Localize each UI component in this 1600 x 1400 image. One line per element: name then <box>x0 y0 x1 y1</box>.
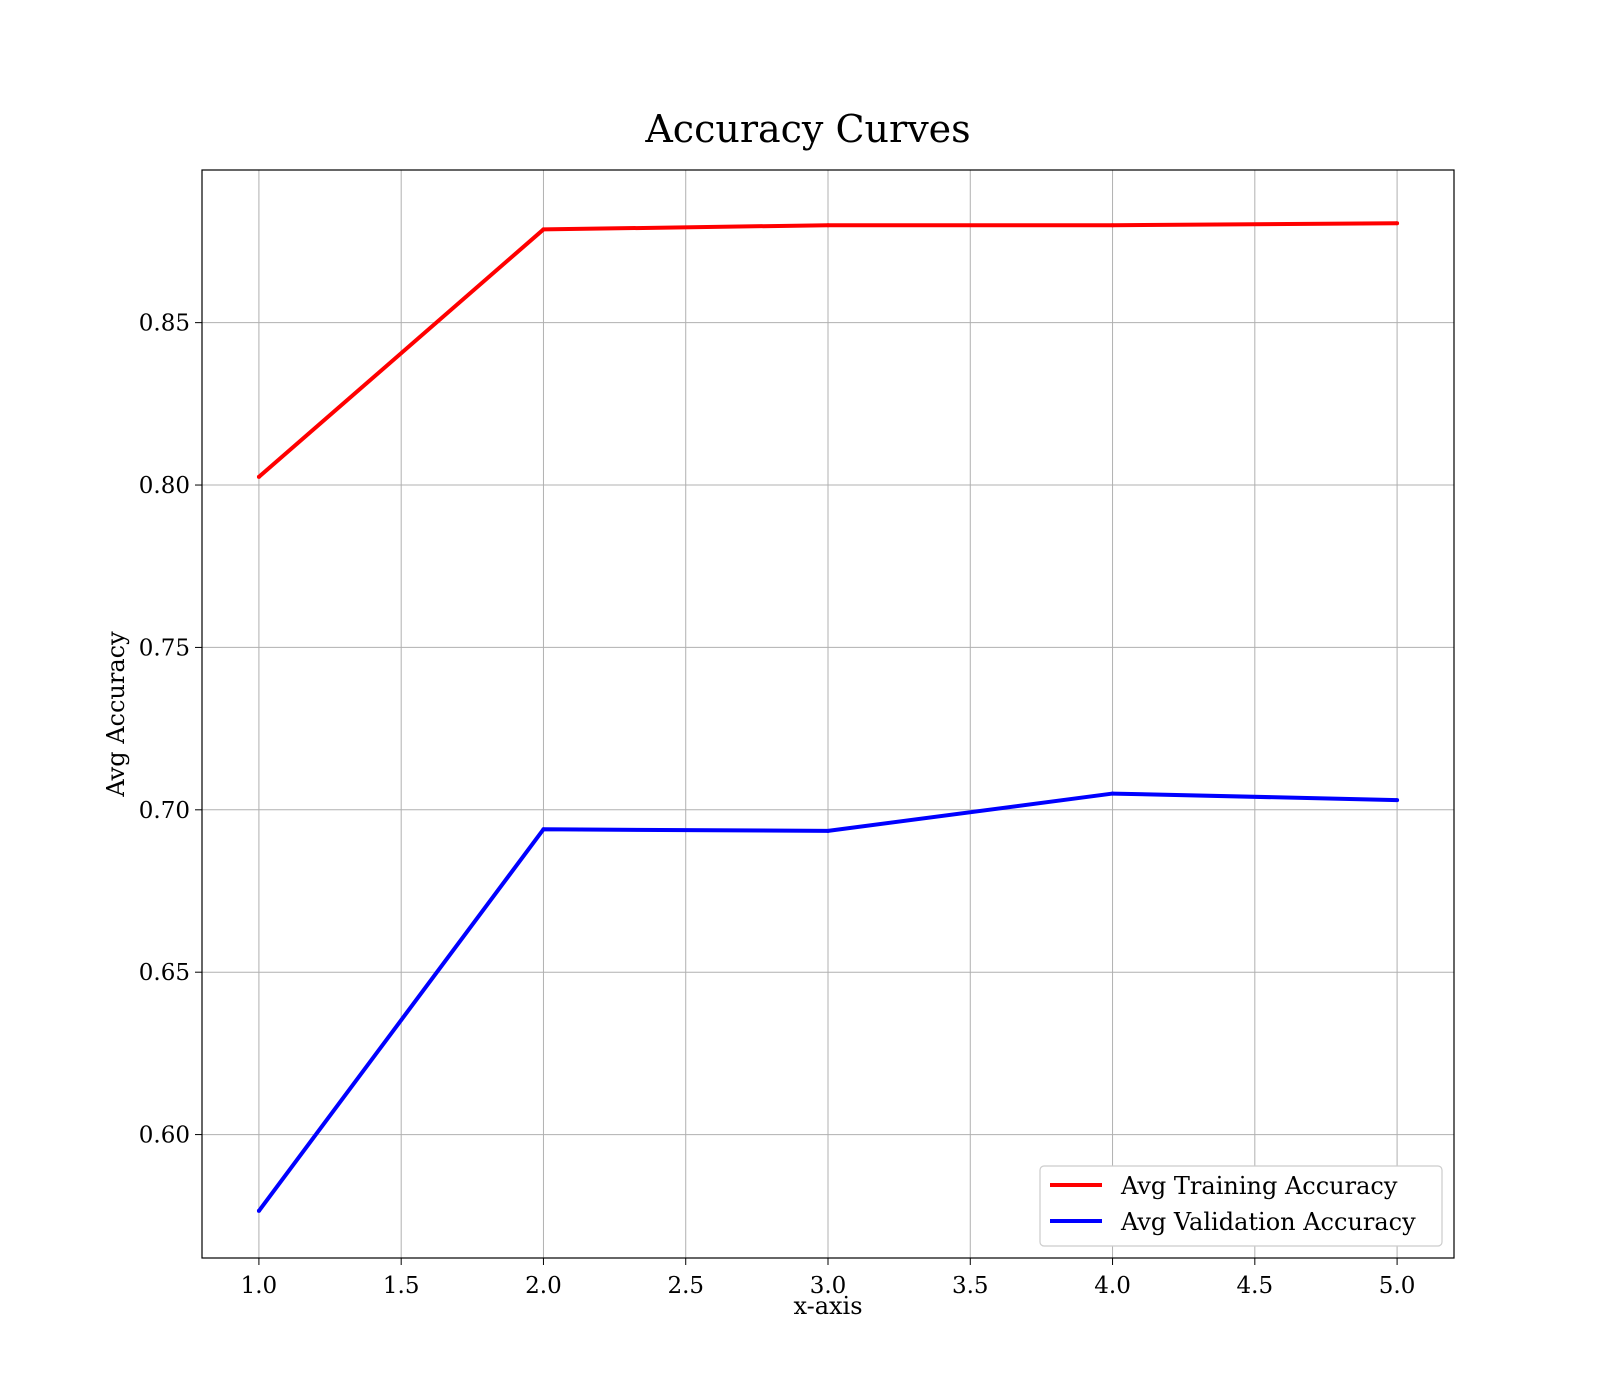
data-point-training-accuracy <box>256 474 261 479</box>
y-tick-label: 0.65 <box>139 960 190 986</box>
legend: Avg Training Accuracy Avg Validation Acc… <box>1039 1165 1443 1247</box>
legend-label-validation: Avg Validation Accuracy <box>1120 1208 1416 1236</box>
x-tick-label: 3.0 <box>810 1273 847 1299</box>
legend-label-training: Avg Training Accuracy <box>1120 1172 1398 1200</box>
data-point-training-accuracy <box>541 227 546 232</box>
x-tick-label: 4.0 <box>1094 1273 1131 1299</box>
y-axis-label: Avg Accuracy <box>102 631 130 798</box>
x-tick-label: 4.5 <box>1237 1273 1274 1299</box>
data-point-validation-accuracy <box>826 828 830 833</box>
x-tick-label: 5.0 <box>1379 1273 1416 1299</box>
x-tick-label: 2.5 <box>667 1273 704 1299</box>
grid <box>202 170 1454 1258</box>
y-tick-label: 0.60 <box>139 1123 190 1149</box>
data-point-training-accuracy <box>1110 223 1115 228</box>
x-tick-label: 1.0 <box>241 1273 278 1299</box>
data-point-validation-accuracy <box>256 1208 261 1213</box>
data-point-training-accuracy <box>1395 221 1400 226</box>
x-axis-label: x-axis <box>793 1292 862 1320</box>
data-point-validation-accuracy <box>1395 798 1400 803</box>
y-tick-label: 0.75 <box>139 635 190 661</box>
data-point-training-accuracy <box>826 223 830 228</box>
legend-box <box>1039 1165 1443 1247</box>
y-tick-label: 0.85 <box>139 311 190 337</box>
series-lines <box>256 221 1400 1213</box>
y-tick-label: 0.80 <box>139 473 190 499</box>
data-point-validation-accuracy <box>541 827 546 832</box>
x-tick-label: 1.5 <box>383 1273 420 1299</box>
x-tick-label: 2.0 <box>525 1273 562 1299</box>
data-point-validation-accuracy <box>1110 791 1115 796</box>
axis-ticks: 1.0 1.5 2.0 2.5 3.0 3.5 4.0 4.5 5.0 0.60 0.65 0.70 0… <box>139 311 1416 1299</box>
chart-title: Accuracy Curves <box>644 107 970 151</box>
x-tick-label: 3.5 <box>952 1273 989 1299</box>
y-tick-label: 0.70 <box>139 798 190 824</box>
